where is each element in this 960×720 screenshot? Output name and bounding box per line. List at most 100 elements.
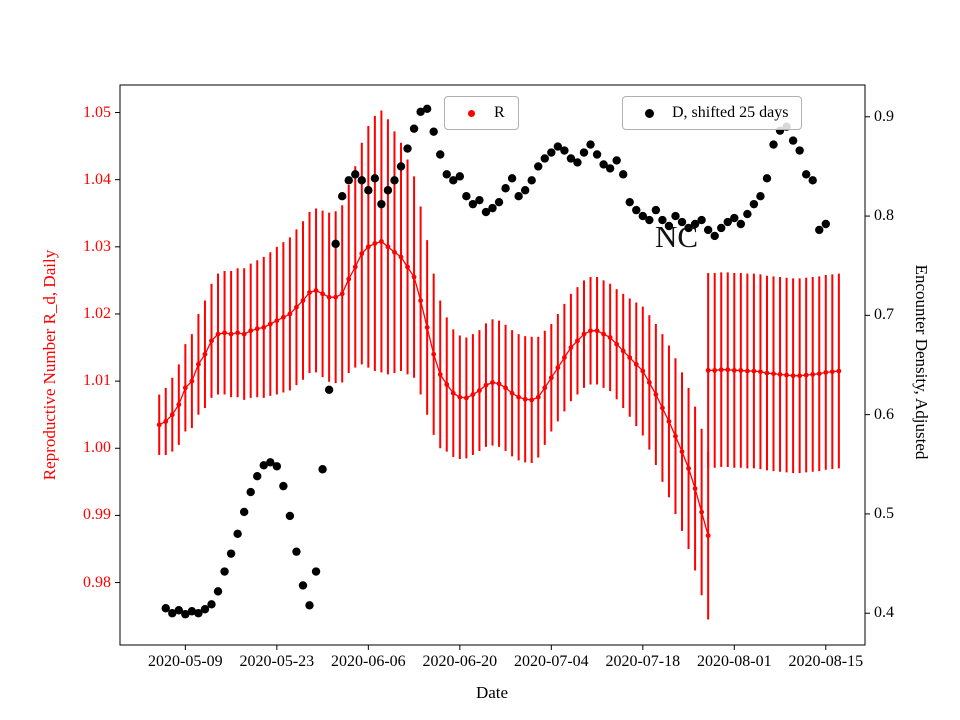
r-point bbox=[274, 318, 280, 324]
r-point bbox=[561, 355, 567, 361]
r-point bbox=[418, 298, 424, 303]
y-right-tick-label: 0.9 bbox=[874, 107, 894, 125]
x-tick-label: 2020-06-20 bbox=[422, 653, 498, 670]
r-point bbox=[189, 378, 195, 384]
r-point bbox=[392, 249, 397, 255]
r-point bbox=[816, 371, 822, 377]
r-point bbox=[673, 433, 678, 439]
d-point bbox=[233, 529, 242, 538]
r-point bbox=[483, 382, 489, 388]
r-point bbox=[777, 372, 783, 377]
d-point bbox=[403, 144, 412, 153]
r-point bbox=[169, 412, 175, 418]
r-point bbox=[463, 395, 469, 401]
r-point bbox=[182, 385, 188, 391]
d-point bbox=[514, 192, 523, 201]
y-left-tick-label: 1.03 bbox=[83, 237, 111, 255]
d-point bbox=[331, 239, 340, 249]
x-tick-label: 2020-07-18 bbox=[605, 653, 681, 670]
d-point bbox=[194, 609, 203, 618]
r-point bbox=[509, 390, 515, 396]
d-point bbox=[226, 549, 236, 558]
d-point bbox=[547, 148, 556, 157]
r-point bbox=[496, 381, 502, 387]
r-point bbox=[516, 394, 522, 400]
d-point bbox=[181, 610, 190, 619]
d-point bbox=[684, 223, 693, 233]
d-point bbox=[253, 472, 262, 481]
d-point bbox=[560, 146, 569, 155]
d-point bbox=[795, 146, 804, 155]
r-point bbox=[738, 367, 744, 373]
d-point bbox=[632, 205, 641, 215]
d-point bbox=[259, 461, 268, 470]
d-point bbox=[429, 127, 438, 136]
r-point bbox=[424, 324, 430, 330]
d-point bbox=[475, 195, 484, 205]
d-point bbox=[318, 465, 327, 474]
r-point bbox=[261, 324, 267, 330]
y-right-tick-label: 0.7 bbox=[874, 306, 894, 324]
d-point bbox=[292, 547, 301, 556]
d-point bbox=[671, 211, 680, 221]
r-point bbox=[333, 294, 339, 300]
d-point bbox=[579, 148, 589, 157]
r-point bbox=[810, 372, 816, 377]
d-point bbox=[664, 221, 674, 231]
d-point bbox=[723, 217, 732, 227]
x-tick-label: 2020-08-15 bbox=[788, 653, 864, 670]
d-point bbox=[488, 203, 497, 213]
d-point bbox=[690, 219, 700, 229]
d-point bbox=[396, 162, 406, 171]
r-point bbox=[320, 291, 325, 297]
d-point bbox=[377, 199, 386, 209]
d-point bbox=[285, 511, 295, 521]
r-point bbox=[280, 314, 286, 320]
d-point bbox=[762, 174, 772, 183]
r-point bbox=[633, 361, 639, 367]
y-right-tick-label: 0.8 bbox=[874, 207, 894, 225]
d-point bbox=[337, 192, 347, 201]
d-point bbox=[645, 215, 654, 225]
r-point bbox=[744, 368, 750, 374]
r-point bbox=[477, 388, 482, 393]
d-point bbox=[442, 170, 451, 179]
r-point bbox=[535, 394, 541, 400]
d-point bbox=[801, 170, 811, 179]
d-point bbox=[821, 219, 830, 229]
r-point bbox=[731, 367, 737, 373]
r-point bbox=[790, 373, 796, 379]
r-point bbox=[529, 397, 535, 403]
d-point bbox=[311, 567, 321, 576]
r-point bbox=[307, 290, 312, 295]
r-point bbox=[156, 422, 162, 428]
r-point bbox=[300, 298, 306, 303]
r-point bbox=[372, 241, 378, 246]
d-point bbox=[507, 174, 517, 183]
r-point bbox=[705, 533, 711, 538]
d-point bbox=[815, 225, 824, 235]
d-point bbox=[651, 205, 661, 215]
r-point bbox=[620, 348, 626, 354]
r-point bbox=[718, 367, 724, 373]
r-point bbox=[823, 369, 829, 375]
y-left-tick-label: 0.98 bbox=[83, 573, 111, 591]
d-point bbox=[527, 176, 536, 185]
r-point bbox=[379, 239, 384, 244]
r-point bbox=[176, 402, 182, 408]
y-left-tick-label: 1.01 bbox=[83, 372, 111, 390]
annotation-nc: NC bbox=[655, 219, 699, 254]
r-point bbox=[575, 338, 580, 344]
d-point bbox=[638, 211, 648, 221]
d-point bbox=[213, 587, 223, 596]
r-point bbox=[313, 288, 319, 293]
r-point bbox=[581, 331, 587, 337]
d-point bbox=[344, 176, 353, 185]
black-dot-icon bbox=[644, 108, 654, 118]
d-point bbox=[298, 581, 308, 590]
r-point bbox=[646, 380, 652, 385]
d-point bbox=[553, 142, 563, 151]
d-point bbox=[605, 164, 615, 173]
d-point bbox=[756, 192, 765, 201]
